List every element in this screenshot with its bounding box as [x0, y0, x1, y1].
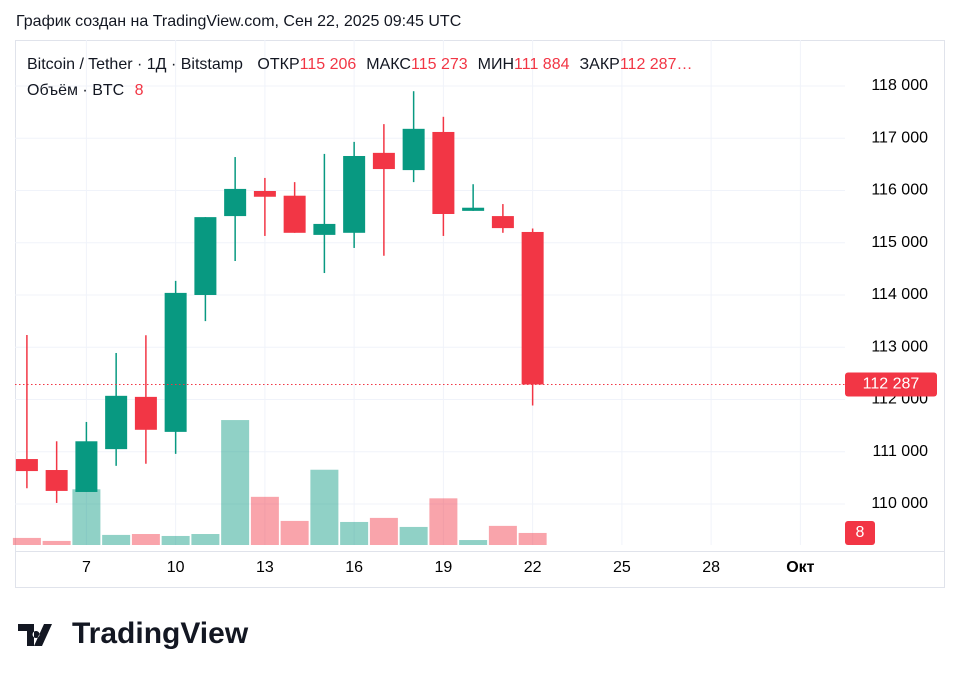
volume-bar [161, 535, 190, 545]
candle-body [313, 223, 336, 235]
volume-bar [42, 540, 71, 545]
candle-body [45, 470, 68, 491]
y-tick-label: 114 000 [871, 286, 928, 303]
y-tick-label: 118 000 [871, 77, 928, 94]
candle-body [432, 131, 455, 214]
y-tick-label: 116 000 [871, 182, 928, 199]
candle-body [462, 207, 485, 211]
candle-body [372, 152, 395, 170]
volume-bar [518, 532, 547, 545]
volume-bar [399, 526, 428, 545]
candle-body [491, 216, 514, 229]
volume-bar [340, 521, 369, 545]
price-label-box [845, 372, 937, 397]
candle-body [15, 459, 38, 472]
volume-bar [369, 517, 398, 545]
volume-bar [310, 469, 339, 545]
brand: TradingView [72, 617, 249, 650]
y-tick-label: 115 000 [871, 234, 928, 251]
ohlc-value: 115 206 [299, 56, 357, 73]
x-tick-label: Окт [786, 559, 814, 576]
volume-bar [459, 540, 488, 545]
x-tick-label: 13 [256, 559, 274, 576]
volume-bar [72, 489, 101, 545]
volume-bar [102, 534, 131, 545]
x-tick-label: 22 [524, 559, 542, 576]
ohlc-value: 115 273 [410, 56, 468, 73]
x-tick-label: 16 [345, 559, 363, 576]
candle-body [253, 191, 276, 197]
ohlc-name: ЗАКР [579, 56, 620, 73]
x-tick-label: 19 [434, 559, 452, 576]
x-tick-label: 10 [167, 559, 185, 576]
candle-body [224, 188, 247, 217]
volume-bar [12, 537, 41, 545]
volume-bar [429, 498, 458, 545]
symbol: Bitcoin / Tether · 1Д · Bitstamp [27, 56, 243, 73]
y-tick-label: 113 000 [871, 338, 928, 355]
volume-name: Объём · BTC [27, 82, 125, 99]
volume-legend: Объём · BTC 8 [27, 82, 144, 100]
volume-label: 8 [856, 524, 865, 541]
volume-bar [488, 525, 517, 545]
volume-bar [191, 534, 220, 545]
candle-body [283, 195, 306, 233]
candle-body [134, 396, 157, 430]
chart-frame [15, 40, 945, 588]
ohlc-value: 111 884 [514, 56, 570, 73]
ohlc-value: 112 287… [619, 56, 693, 73]
volume-bar [280, 520, 309, 545]
y-tick-label: 111 000 [873, 443, 929, 460]
x-tick-label: 25 [613, 559, 631, 576]
ohlc-name: МИН [477, 56, 515, 73]
volume-value: 8 [134, 82, 144, 99]
price-label: 112 287 [863, 376, 920, 393]
y-tick-label: 117 000 [871, 129, 928, 146]
candle-body [521, 231, 544, 385]
x-tick-label: 28 [702, 559, 720, 576]
volume-bar [250, 496, 279, 545]
candle-body [164, 292, 187, 432]
candle-body [402, 128, 425, 171]
volume-bar [131, 534, 160, 545]
ohlc-name: ОТКР [257, 56, 300, 73]
x-tick-label: 7 [82, 559, 91, 576]
ohlc-name: МАКС [366, 56, 411, 73]
legend: Bitcoin / Tether · 1Д · Bitstamp ОТКР115… [27, 56, 692, 74]
volume-bar [221, 420, 250, 545]
candle-body [343, 155, 366, 233]
caption: График создан на TradingView.com, Сен 22… [16, 13, 462, 30]
logo [18, 624, 52, 646]
candle-body [75, 441, 98, 492]
candle-body [105, 395, 128, 450]
volume-label-box [845, 520, 875, 545]
y-tick-label: 110 000 [871, 495, 928, 512]
candle-body [194, 217, 217, 295]
